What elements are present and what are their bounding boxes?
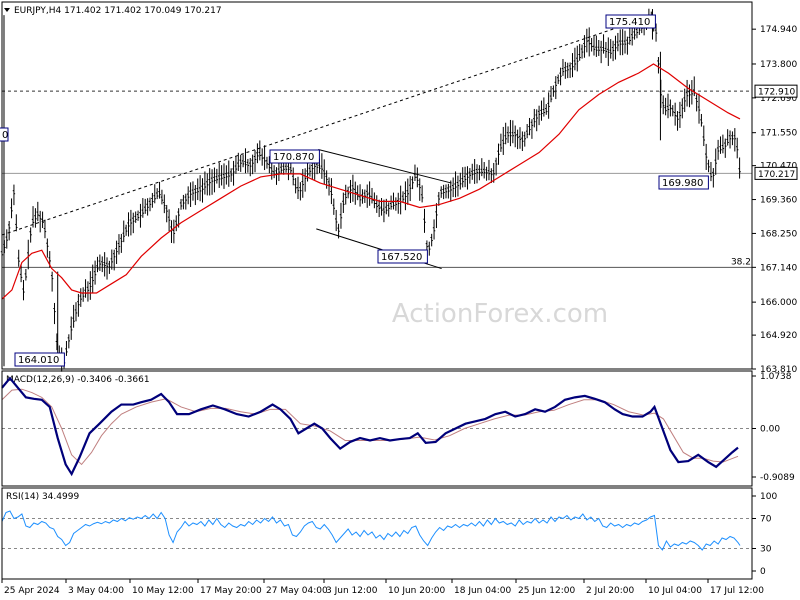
rsi-axis-label: 70	[760, 515, 772, 525]
axis-label-172910-box	[754, 84, 798, 98]
price-axis-label: 168.250	[760, 229, 797, 239]
label-164010: 164.010	[14, 352, 65, 367]
label-left-clipped-text: 0	[2, 130, 8, 141]
time-axis-label: 3 May 04:00	[68, 586, 124, 596]
macd-main-line	[1, 376, 739, 477]
watermark: ActionForex.com	[392, 299, 608, 329]
symbol-line-text: EURJPY,H4 171.402 171.402 170.049 170.21…	[14, 6, 222, 16]
label-175410-text: 175.410	[609, 17, 650, 28]
label-170870-box	[269, 149, 320, 164]
label-175410-box	[605, 14, 656, 29]
price-axis-label: 169.360	[760, 196, 797, 206]
moving-average-line	[1, 63, 741, 300]
price-axis-label: 163.810	[760, 365, 797, 375]
symbol-header: EURJPY,H4 171.402 171.402 170.049 170.21…	[4, 6, 222, 16]
time-axis-label: 17 May 20:00	[200, 586, 262, 596]
macd-axis-label: 1.0738	[760, 372, 792, 382]
time-axis-label: 25 Jun 12:00	[518, 586, 575, 596]
label-170870-text: 170.870	[273, 152, 314, 163]
macd-signal-line	[1, 388, 739, 466]
label-170870: 170.870	[269, 149, 320, 164]
price-axis-label: 174.940	[760, 25, 797, 35]
time-axis-label: 3 Jun 12:00	[326, 586, 378, 596]
rsi-axis-label: 30	[760, 545, 772, 555]
macd-axis-label: 0.00	[760, 425, 780, 435]
label-164010-text: 164.010	[18, 355, 59, 366]
axis-label-current-price-box	[754, 166, 798, 180]
price-axis-label: 164.920	[760, 331, 797, 341]
price-frame	[1, 1, 753, 370]
label-167520-box	[377, 249, 428, 264]
rsi-axis-label: 0	[760, 567, 766, 577]
axis-label-current-price-text: 170.217	[758, 170, 795, 180]
price-axis-label: 167.140	[760, 263, 797, 273]
axis-label-172910: 172.910	[754, 84, 798, 98]
label-169980: 169.980	[658, 175, 709, 190]
dashed-trendline	[1, 14, 655, 236]
time-axis-label: 10 Jul 04:00	[648, 586, 702, 596]
macd-panel: MACD(12,26,9) -0.3406 -0.3661	[1, 375, 752, 477]
time-axis-label: 25 Apr 2024	[4, 586, 60, 596]
rsi-line	[1, 510, 741, 551]
time-axis-label: 17 Jul 12:00	[710, 586, 764, 596]
price-axis-label: 166.000	[760, 298, 797, 308]
time-axis-label: 18 Jun 04:00	[454, 586, 511, 596]
fib-38-2-label: 38.2	[731, 257, 751, 267]
channel-upper-line	[318, 148, 452, 184]
price-axis-label: 172.690	[760, 94, 797, 104]
time-axis-label: 27 May 04:00	[266, 586, 328, 596]
axis-label-172910-text: 172.910	[758, 88, 795, 98]
rsi-panel: RSI(14) 34.4999	[1, 492, 752, 551]
label-left-clipped-box	[0, 127, 9, 142]
label-167520: 167.520	[377, 249, 428, 264]
label-169980-box	[658, 175, 709, 190]
dropdown-triangle-icon	[4, 8, 10, 12]
macd-label: MACD(12,26,9) -0.3406 -0.3661	[6, 375, 150, 385]
macd-axis-label: -0.9089	[760, 473, 795, 483]
price-axis-label: 173.800	[760, 60, 797, 70]
label-169980-text: 169.980	[662, 178, 703, 189]
axis-label-current-price: 170.217	[754, 166, 798, 180]
time-axis-label: 2 Jul 20:00	[586, 586, 635, 596]
time-axis-label: 10 May 12:00	[132, 586, 194, 596]
time-axis-label: 10 Jun 20:00	[388, 586, 445, 596]
price-axis-label: 170.470	[760, 162, 797, 172]
price-panel: ActionForex.com	[0, 8, 752, 372]
labels: 164.010 170.870 167.520 175.410 169.980 0 EURJ…	[0, 6, 709, 367]
price-axis-label: 171.550	[760, 129, 797, 139]
label-175410: 175.410	[605, 14, 656, 29]
label-167520-text: 167.520	[381, 252, 422, 263]
rsi-frame	[1, 487, 753, 580]
rsi-label: RSI(14) 34.4999	[6, 492, 79, 502]
rsi-axis-label: 100	[760, 492, 777, 502]
label-164010-box	[14, 352, 65, 367]
